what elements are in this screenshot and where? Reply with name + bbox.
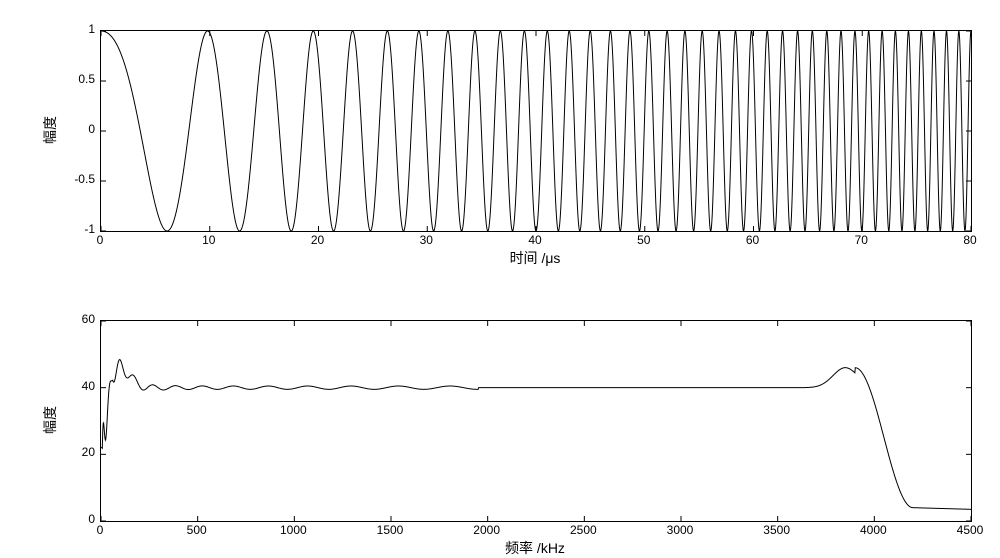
- xtick-label: 1000: [273, 523, 313, 537]
- ytick-label: 0.5: [60, 72, 95, 86]
- spectrum-svg: [101, 321, 971, 521]
- xtick-label: 3500: [757, 523, 797, 537]
- top-xlabel: 时间 /μs: [100, 248, 970, 268]
- xtick-label: 1500: [370, 523, 410, 537]
- xtick-label: 80: [955, 233, 985, 247]
- xtick-label: 2000: [467, 523, 507, 537]
- xtick-label: 4500: [950, 523, 990, 537]
- top-yticks: [101, 31, 971, 231]
- xtick-label: 30: [411, 233, 441, 247]
- xtick-label: 60: [738, 233, 768, 247]
- xtick-label: 500: [177, 523, 217, 537]
- xtick-label: 50: [629, 233, 659, 247]
- ytick-label: 0: [65, 512, 95, 526]
- bot-ylabel: 幅度: [40, 400, 60, 440]
- chirp-time-plot: [100, 30, 972, 232]
- ytick-label: -0.5: [60, 172, 95, 186]
- ytick-label: 0: [60, 122, 95, 136]
- top-xticks: [101, 31, 971, 231]
- ytick-label: 40: [65, 379, 95, 393]
- bot-xlabel: 频率 /kHz: [100, 538, 970, 558]
- figure-container: 01020304050607080 -1-0.500.51 时间 /μs 幅度 …: [20, 20, 980, 538]
- xtick-label: 70: [846, 233, 876, 247]
- spectrum-plot: [100, 320, 972, 522]
- xtick-label: 10: [194, 233, 224, 247]
- xtick-label: 20: [303, 233, 333, 247]
- xtick-label: 4000: [853, 523, 893, 537]
- xtick-label: 3000: [660, 523, 700, 537]
- ytick-label: 20: [65, 445, 95, 459]
- bot-yticks: [101, 321, 971, 521]
- bot-xticks: [101, 321, 971, 521]
- chirp-line: [101, 31, 971, 231]
- ytick-label: -1: [60, 222, 95, 236]
- ytick-label: 60: [65, 312, 95, 326]
- top-ylabel: 幅度: [40, 110, 60, 150]
- spectrum-line: [101, 360, 971, 510]
- ytick-label: 1: [60, 22, 95, 36]
- chirp-svg: [101, 31, 971, 231]
- xtick-label: 2500: [563, 523, 603, 537]
- xtick-label: 40: [520, 233, 550, 247]
